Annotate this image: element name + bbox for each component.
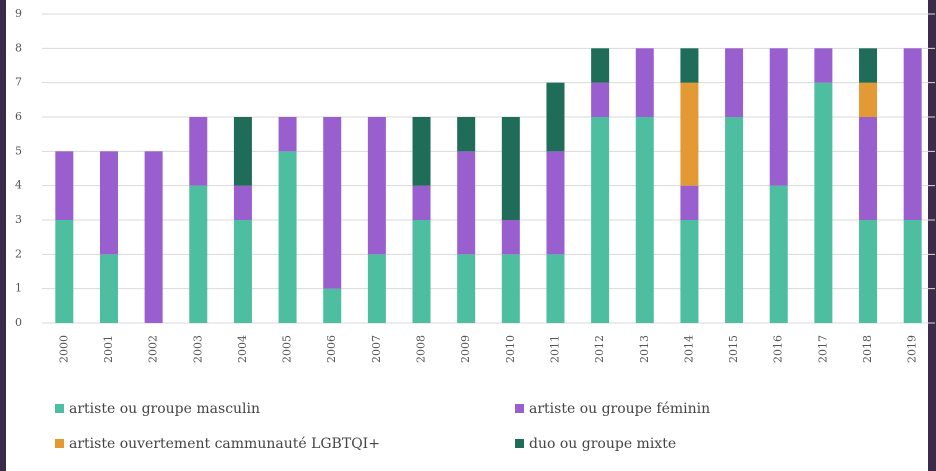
legend-label: artiste ouvertement cammunauté LGBTQI+: [69, 436, 380, 452]
bar-segment: [278, 151, 297, 323]
bar-segment: [55, 220, 74, 323]
y-tick-label: 3: [15, 213, 22, 226]
bar-segment: [233, 117, 252, 186]
bar-segment: [680, 220, 699, 323]
bar-segment: [233, 220, 252, 323]
bar-segment: [55, 151, 74, 220]
bar-segment: [546, 254, 565, 323]
bar-segment: [278, 117, 297, 152]
bar-segment: [680, 48, 699, 83]
legend-swatch: [55, 404, 64, 413]
bar-segment: [591, 82, 610, 117]
bar-segment: [323, 288, 342, 323]
x-tick-label: 2016: [772, 335, 785, 363]
bar-segment: [680, 82, 699, 186]
legend-label: duo ou groupe mixte: [529, 436, 676, 452]
bar-segment: [814, 82, 833, 324]
x-tick-label: 2014: [682, 335, 695, 363]
bar-segment: [99, 254, 118, 323]
bar-segment: [457, 151, 476, 255]
bar-segment: [635, 117, 654, 323]
bar-segment: [323, 117, 342, 289]
x-tick-label: 2018: [861, 335, 874, 363]
x-tick-label: 2009: [459, 335, 472, 363]
bar-segment: [457, 254, 476, 323]
bar-segment: [99, 151, 118, 255]
bar-segment: [903, 220, 922, 323]
bar-segment: [412, 185, 431, 220]
bar-segment: [725, 117, 744, 323]
bar-segment: [903, 48, 922, 221]
bar-segment: [859, 82, 878, 117]
legend-swatch: [55, 439, 64, 448]
x-tick-label: 2010: [504, 335, 517, 363]
bar-segment: [144, 151, 163, 323]
bar-segment: [769, 48, 788, 186]
legend-swatch: [515, 404, 524, 413]
bar-segment: [189, 117, 208, 186]
y-tick-label: 8: [15, 41, 22, 54]
y-tick-label: 7: [15, 76, 22, 89]
y-tick-label: 9: [15, 7, 22, 20]
x-tick-label: 2019: [906, 335, 919, 363]
x-tick-label: 2015: [727, 335, 740, 363]
bar-segment: [412, 220, 431, 323]
x-tick-label: 2001: [102, 335, 115, 363]
bar-segment: [546, 82, 565, 152]
x-tick-label: 2007: [370, 335, 383, 363]
x-tick-label: 2012: [593, 335, 606, 363]
x-tick-label: 2008: [415, 335, 428, 363]
x-tick-label: 2017: [816, 335, 829, 363]
x-tick-label: 2005: [281, 335, 294, 363]
legend-swatch: [515, 439, 524, 448]
x-tick-label: 2013: [638, 335, 651, 363]
y-tick-label: 4: [15, 179, 22, 192]
x-tick-label: 2003: [191, 335, 204, 363]
bar-segment: [769, 185, 788, 323]
bar-segment: [859, 220, 878, 323]
legend-label: artiste ou groupe féminin: [529, 401, 710, 417]
x-tick-label: 2002: [147, 335, 160, 363]
x-tick-label: 2006: [325, 335, 338, 363]
bar-segment: [501, 254, 520, 323]
bar-segment: [233, 185, 252, 220]
y-tick-label: 5: [15, 144, 22, 157]
bar-segment: [814, 48, 833, 83]
bar-segment: [501, 220, 520, 255]
bar-segment: [591, 48, 610, 83]
bar-segment: [412, 117, 431, 186]
x-tick-label: 2004: [236, 335, 249, 363]
bar-segment: [591, 117, 610, 323]
bar-segment: [859, 48, 878, 83]
x-tick-label: 2000: [57, 335, 70, 363]
bar-segment: [859, 117, 878, 220]
y-tick-label: 2: [15, 247, 22, 260]
bar-segment: [457, 117, 476, 152]
bar-segment: [546, 151, 565, 255]
bar-segment: [501, 117, 520, 220]
y-tick-label: 6: [15, 110, 22, 123]
bar-segment: [189, 185, 208, 323]
x-tick-label: 2011: [548, 335, 561, 363]
bar-segment: [367, 117, 386, 255]
legend-label: artiste ou groupe masculin: [69, 401, 260, 417]
bar-segment: [680, 185, 699, 220]
bar-segment: [725, 48, 744, 118]
y-tick-label: 1: [15, 282, 22, 295]
y-tick-label: 0: [15, 316, 22, 329]
bar-segment: [635, 48, 654, 118]
bar-segment: [367, 254, 386, 323]
